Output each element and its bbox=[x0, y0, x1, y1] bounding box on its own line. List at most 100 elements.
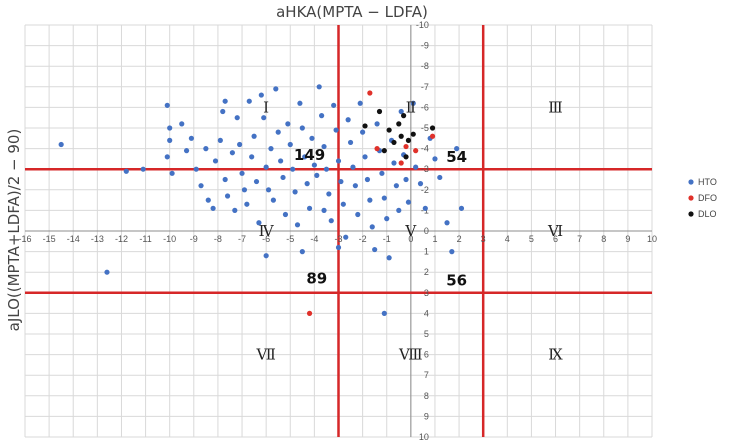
point-hto bbox=[417, 181, 424, 187]
count-label: 89 bbox=[306, 269, 327, 287]
y-tick-label: -6 bbox=[421, 102, 429, 112]
point-hto bbox=[244, 201, 250, 207]
y-tick-label: 3 bbox=[424, 288, 429, 298]
point-hto bbox=[410, 100, 416, 106]
point-hto bbox=[367, 197, 373, 203]
point-hto bbox=[287, 141, 293, 148]
x-tick-label: 10 bbox=[647, 234, 657, 244]
point-hto bbox=[265, 187, 272, 193]
x-tick-label: -6 bbox=[262, 234, 270, 244]
point-dfo bbox=[374, 146, 380, 152]
point-hto bbox=[253, 178, 260, 185]
point-dlo bbox=[398, 133, 404, 139]
quadrant-label: Ⅰ bbox=[263, 98, 269, 116]
point-hto bbox=[258, 92, 264, 98]
point-hto bbox=[437, 174, 443, 181]
point-hto bbox=[458, 205, 465, 211]
x-tick-label: -13 bbox=[91, 234, 104, 244]
point-hto bbox=[381, 310, 387, 316]
x-tick-label: 6 bbox=[553, 234, 558, 244]
y-tick-label: 4 bbox=[424, 308, 429, 318]
x-tick-label: -4 bbox=[310, 234, 318, 244]
x-tick-label: -14 bbox=[67, 234, 80, 244]
point-hto bbox=[350, 164, 356, 170]
point-hto bbox=[444, 220, 450, 226]
data-points bbox=[58, 84, 465, 316]
point-hto bbox=[273, 86, 279, 92]
y-axis-label: aJLO((MPTA+LDFA)/2 − 90) bbox=[5, 129, 23, 332]
point-hto bbox=[169, 170, 175, 176]
y-tick-label: -7 bbox=[421, 82, 429, 92]
y-tick-label: 6 bbox=[424, 350, 429, 360]
point-hto bbox=[379, 170, 385, 176]
legend-label-dlo: DLO bbox=[698, 209, 717, 219]
count-label: 54 bbox=[446, 148, 467, 166]
point-hto bbox=[212, 158, 219, 164]
point-hto bbox=[164, 154, 170, 160]
y-tick-label: 9 bbox=[424, 411, 429, 421]
point-hto bbox=[304, 181, 310, 187]
y-tick-label: 2 bbox=[424, 267, 429, 277]
point-hto bbox=[309, 135, 315, 141]
x-tick-label: -15 bbox=[43, 234, 56, 244]
legend-label-hto: HTO bbox=[698, 177, 717, 187]
x-tick-label: 2 bbox=[457, 234, 462, 244]
point-hto bbox=[285, 121, 291, 127]
point-hto bbox=[220, 108, 226, 115]
x-tick-label: -10 bbox=[163, 234, 176, 244]
point-hto bbox=[335, 244, 342, 251]
point-hto bbox=[422, 205, 428, 211]
point-hto bbox=[232, 207, 238, 213]
x-tick-label: -1 bbox=[383, 234, 391, 244]
quadrant-label: Ⅱ bbox=[406, 98, 416, 116]
point-hto bbox=[386, 255, 392, 261]
x-tick-label: -12 bbox=[115, 234, 128, 244]
point-dlo bbox=[401, 113, 407, 119]
point-hto bbox=[413, 164, 419, 170]
point-hto bbox=[326, 191, 332, 197]
point-hto bbox=[222, 176, 228, 183]
y-tick-label: -2 bbox=[421, 185, 429, 195]
chart-title: aHKA(MPTA − LDFA) bbox=[276, 3, 428, 21]
point-hto bbox=[294, 222, 301, 228]
point-hto bbox=[299, 249, 305, 255]
point-hto bbox=[282, 211, 289, 218]
point-hto bbox=[347, 139, 354, 146]
x-tick-label: -11 bbox=[139, 234, 151, 244]
x-tick-label: -5 bbox=[286, 234, 294, 244]
point-dlo bbox=[403, 154, 409, 160]
point-hto bbox=[280, 174, 286, 181]
tick-labels: -16 -15 -14 -13 -12 -11 -10 -9 -8 -7 -6 -5 -4 -3 -2 -1 0… bbox=[18, 20, 657, 442]
point-hto bbox=[123, 168, 129, 174]
point-hto bbox=[241, 187, 248, 193]
point-hto bbox=[299, 125, 305, 131]
point-hto bbox=[270, 197, 276, 203]
point-hto bbox=[306, 205, 313, 211]
quadrant-label: Ⅳ bbox=[259, 222, 275, 240]
x-tick-label: 9 bbox=[625, 234, 630, 244]
point-hto bbox=[217, 137, 223, 143]
point-hto bbox=[396, 207, 402, 213]
legend-label-dfo: DFO bbox=[698, 193, 717, 203]
point-hto bbox=[403, 176, 409, 183]
point-hto bbox=[239, 170, 245, 176]
point-hto bbox=[316, 84, 322, 90]
point-dfo bbox=[429, 133, 436, 139]
point-hto bbox=[256, 220, 262, 226]
point-hto bbox=[369, 224, 375, 230]
point-hto bbox=[362, 154, 368, 160]
point-hto bbox=[104, 269, 110, 275]
point-dlo bbox=[381, 148, 387, 154]
point-hto bbox=[278, 158, 284, 164]
reference-lines bbox=[25, 25, 652, 437]
point-hto bbox=[292, 189, 298, 195]
point-hto bbox=[234, 115, 240, 121]
point-hto bbox=[140, 166, 146, 172]
point-hto bbox=[224, 193, 231, 199]
point-hto bbox=[321, 207, 327, 213]
point-hto bbox=[210, 205, 216, 211]
point-hto bbox=[205, 197, 211, 203]
point-hto bbox=[449, 249, 455, 255]
quadrant-label: Ⅵ bbox=[547, 222, 563, 240]
quadrant-label: Ⅶ bbox=[255, 346, 275, 364]
